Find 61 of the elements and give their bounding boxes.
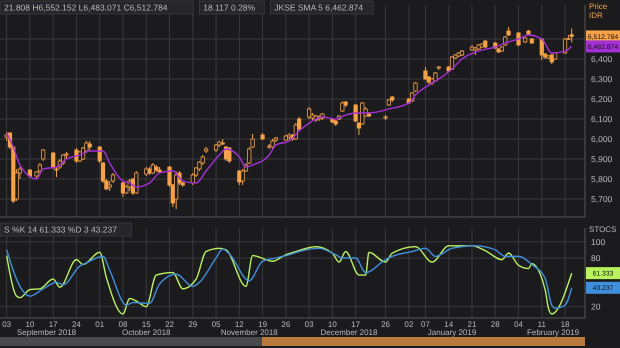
y-axis-title: Price IDR (589, 2, 608, 20)
x-tick-label: 02 (404, 320, 414, 329)
x-tick-label: 14 (444, 320, 454, 329)
x-tick-label: 05 (212, 320, 222, 329)
annotation: S %K 14 61.333 %D 3 43.237 (4, 224, 118, 234)
candlestick (227, 146, 232, 164)
y-tick-label: 5,800 (591, 174, 613, 184)
x-tick-label: 29 (188, 320, 198, 329)
x-tick-label: 26 (281, 320, 291, 329)
x-tick-label: 17 (48, 320, 58, 329)
x-tick-label: 03 (304, 320, 314, 329)
x-tick-label: 17 (351, 320, 361, 329)
candlestick (423, 66, 428, 80)
x-tick-label: 24 (72, 320, 82, 329)
y-tick-label: 6,000 (591, 134, 613, 144)
x-tick-label: 28 (490, 320, 500, 329)
x-tick-label: 04 (514, 320, 524, 329)
y-tick-label: 5,700 (591, 194, 613, 204)
x-tick-label: 10 (328, 320, 338, 329)
annotation: 21.808 H6,552.152 L6,483.071 C6,512.784 (4, 2, 168, 12)
text: February 2019 (526, 328, 580, 337)
x-tick-label: 03 (2, 320, 12, 329)
y-tick-label: 6,100 (591, 114, 613, 124)
x-tick-label: 19 (258, 320, 268, 329)
y-tick-label: 6,400 (591, 54, 613, 64)
text: September 2018 (16, 328, 77, 337)
candlestick (51, 152, 56, 170)
text: November 2018 (220, 328, 278, 337)
x-tick-label: 26 (381, 320, 391, 329)
x-tick-label: 11 (538, 320, 546, 329)
text: December 2018 (320, 328, 378, 337)
candlestick (307, 106, 312, 120)
candlestick (550, 54, 554, 64)
x-tick-label: 22 (165, 320, 175, 329)
candlestick (134, 170, 138, 194)
y-tick-label: 20 (591, 302, 601, 312)
annotation: 18.117 0.28% (203, 2, 256, 12)
candlestick (41, 148, 46, 162)
candlestick (540, 38, 544, 60)
x-tick-label: 18 (560, 320, 570, 329)
y-tick-label: 6,300 (591, 74, 613, 84)
candlestick (570, 28, 574, 43)
text: October 2018 (122, 328, 172, 337)
candlestick (174, 170, 178, 210)
candlestick (340, 100, 344, 112)
x-tick-label: 12 (234, 320, 244, 329)
x-tick-label: 10 (25, 320, 35, 329)
x-tick-label: 07 (421, 320, 430, 329)
y-tick-label: 6,200 (591, 94, 613, 104)
annotation: JKSE SMA 5 6,462.874 (274, 2, 364, 12)
x-tick-label: 15 (142, 320, 152, 329)
candlestick (270, 138, 275, 150)
text: January 2019 (428, 328, 477, 337)
y-tick-label: 100 (591, 236, 606, 247)
line-series (6, 34, 572, 188)
x-tick-label: 21 (468, 320, 477, 329)
y-tick-label: 80 (591, 252, 601, 263)
y-axis-title: STOCS (589, 225, 616, 234)
x-tick-label: 08 (118, 320, 128, 329)
y-tick-label: 5,900 (591, 154, 613, 164)
x-tick-label: 01 (95, 320, 105, 329)
